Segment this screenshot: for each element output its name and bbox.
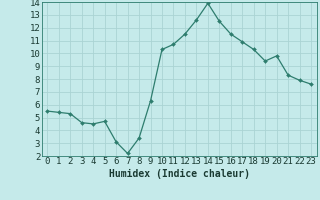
X-axis label: Humidex (Indice chaleur): Humidex (Indice chaleur) [109,169,250,179]
